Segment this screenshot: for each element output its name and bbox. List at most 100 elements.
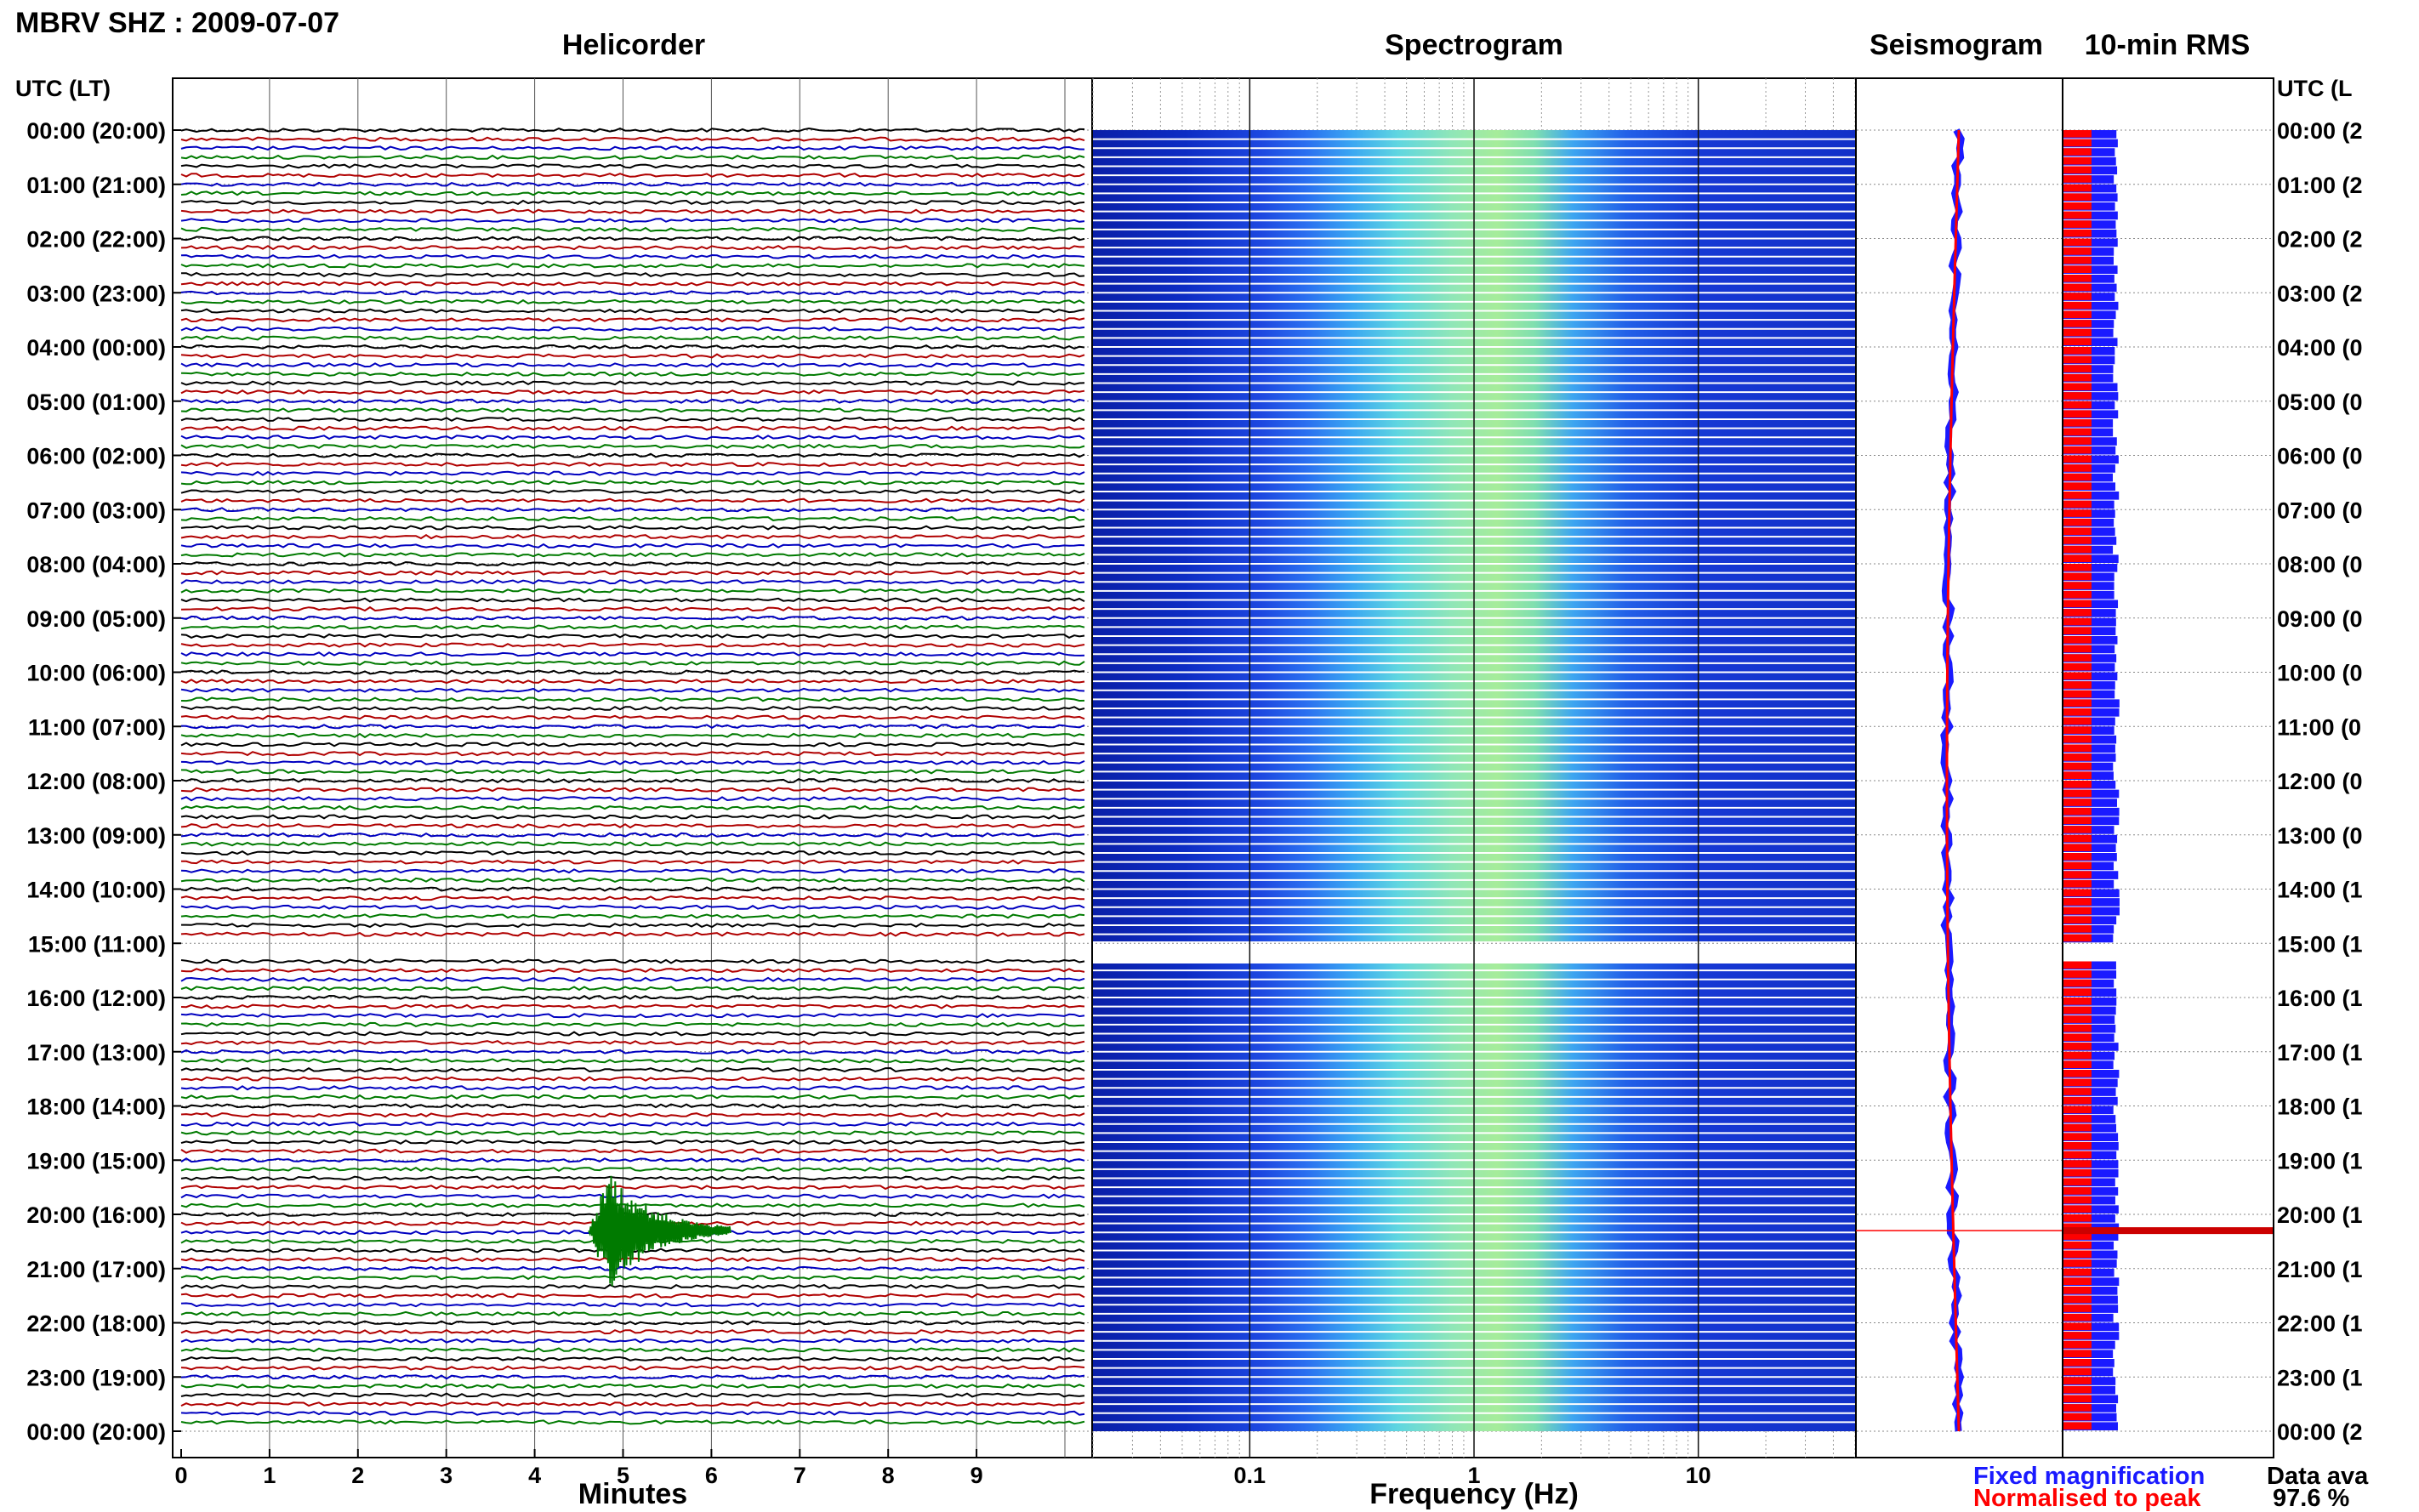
helicorder-trace [180, 570, 1085, 576]
utc-hour-label-right: 05:00 (0 [2277, 389, 2363, 415]
helicorder-trace [180, 326, 1085, 332]
rms-bar-normalised [2063, 690, 2092, 698]
utc-hour-label-right: 06:00 (0 [2277, 444, 2363, 469]
rms-bar-normalised [2063, 229, 2092, 237]
rms-bar-normalised [2063, 166, 2092, 174]
rms-bar-normalised [2063, 545, 2092, 554]
helicorder-trace [180, 1040, 1085, 1046]
rms-bar-normalised [2063, 275, 2092, 282]
legend-normalised-to-peak: Normalised to peak [1973, 1485, 2201, 1512]
rms-bar-normalised [2063, 1277, 2092, 1285]
helicorder-trace [180, 452, 1085, 458]
helicorder-trace [180, 218, 1085, 224]
helicorder-trace [180, 552, 1085, 558]
helicorder-trace [180, 823, 1085, 829]
utc-hour-label: 12:00 (08:00) [26, 769, 166, 794]
utc-hour-label-right: 14:00 (1 [2277, 878, 2363, 903]
helicorder-trace [180, 886, 1085, 892]
rms-bar-normalised [2063, 871, 2092, 878]
helicorder-trace [180, 181, 1085, 187]
rms-bar-normalised [2063, 1196, 2092, 1204]
helicorder-trace [180, 868, 1085, 874]
rms-bar-normalised [2063, 1322, 2092, 1331]
rms-bar-normalised [2063, 1123, 2092, 1132]
helicorder-trace [180, 226, 1085, 232]
rms-bar-normalised [2063, 373, 2092, 382]
rms-bar-normalised [2063, 211, 2092, 219]
helicorder-trace [180, 986, 1085, 992]
rms-event-bar [2063, 1227, 2273, 1235]
helicorder-trace [180, 407, 1085, 413]
helicorder-trace [180, 660, 1085, 666]
utc-hour-label: 09:00 (05:00) [26, 606, 166, 632]
rms-bar-normalised [2063, 654, 2092, 662]
utc-hour-label-right: 08:00 (0 [2277, 552, 2363, 577]
utc-hour-label-right: 19:00 (1 [2277, 1148, 2363, 1174]
utc-hour-label: 10:00 (06:00) [26, 661, 166, 686]
minute-tick-label: 8 [882, 1463, 895, 1488]
rms-bar-normalised [2063, 265, 2092, 273]
rms-frame [2062, 77, 2274, 1458]
helicorder-trace [180, 687, 1085, 693]
helicorder-trace [180, 895, 1085, 901]
helicorder-trace [180, 1328, 1085, 1335]
minute-tick-label: 6 [705, 1463, 718, 1488]
helicorder-trace [180, 968, 1085, 974]
helicorder-trace [180, 1148, 1085, 1154]
helicorder-trace [180, 398, 1085, 404]
utc-hour-label-right: 15:00 (1 [2277, 931, 2363, 957]
helicorder-trace [180, 208, 1085, 214]
rms-bar-normalised [2063, 148, 2092, 156]
utc-hour-label: 23:00 (19:00) [26, 1365, 166, 1390]
helicorder-trace [180, 1283, 1085, 1290]
helicorder-trace [180, 1383, 1085, 1390]
helicorder-trace [180, 1076, 1085, 1082]
helicorder-title: Helicorder [562, 29, 705, 61]
helicorder-trace [180, 525, 1085, 531]
rms-bar-normalised [2063, 681, 2092, 689]
helicorder-trace [180, 1103, 1085, 1109]
spectrogram-frequency-grid [1092, 78, 1856, 1458]
rms-bar-normalised [2063, 383, 2092, 391]
data-availability-label: Data ava [2267, 1463, 2369, 1490]
rms-bar-normalised [2063, 717, 2092, 725]
rms-bar-normalised [2063, 916, 2092, 924]
helicorder-trace [180, 669, 1085, 675]
helicorder-trace [180, 1401, 1085, 1407]
minute-tick-label: 9 [970, 1463, 983, 1488]
rms-bar-normalised [2063, 1413, 2092, 1421]
rms-bar-normalised [2063, 726, 2092, 734]
rms-bar-normalised [2063, 130, 2092, 138]
rms-bar-normalised [2063, 1404, 2092, 1412]
utc-hour-label: 05:00 (01:00) [26, 389, 166, 415]
rms-bar-normalised [2063, 139, 2092, 147]
helicorder-trace [180, 804, 1085, 811]
utc-hour-label-right: 02:00 (2 [2277, 227, 2363, 253]
frequency-axis: 0.1 1 10 [1234, 1463, 1711, 1488]
helicorder-trace [180, 579, 1085, 585]
helicorder-trace [180, 1157, 1085, 1163]
rms-bar-normalised [2063, 410, 2092, 418]
helicorder-trace [180, 1058, 1085, 1064]
rms-bar-normalised [2063, 1151, 2092, 1159]
helicorder-trace [180, 777, 1085, 784]
helicorder-trace [180, 913, 1085, 919]
helicorder-trace [180, 877, 1085, 883]
seismogram-trace [1856, 128, 2063, 1432]
rms-bar-normalised [2063, 970, 2092, 978]
helicorder-trace [180, 1066, 1085, 1073]
helicorder-trace [180, 714, 1085, 720]
helicorder-trace [180, 976, 1085, 982]
rms-bar-normalised [2063, 1115, 2092, 1123]
rms-bar-normalised [2063, 1332, 2092, 1339]
helicorder-trace [180, 1302, 1085, 1308]
helicorder-trace [180, 732, 1085, 739]
rms-bar-normalised [2063, 1287, 2092, 1294]
rms-bar-normalised [2063, 781, 2092, 788]
rms-bar-normalised [2063, 934, 2092, 942]
helicorder-event [588, 1175, 731, 1287]
utc-hour-label: 00:00 (20:00) [26, 118, 166, 144]
rms-bar-normalised [2063, 1259, 2092, 1267]
utc-hour-label: 15:00 (11:00) [28, 931, 166, 957]
utc-hour-label-right: 22:00 (1 [2277, 1311, 2363, 1337]
